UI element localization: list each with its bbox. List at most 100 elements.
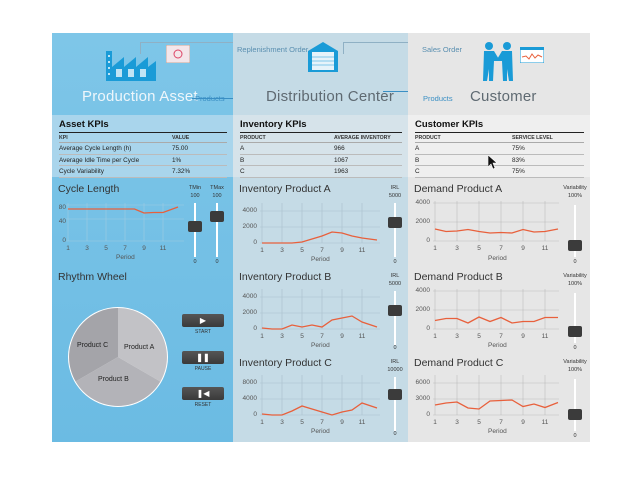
pie-label-product-c: Product C	[77, 342, 109, 349]
inventory-c-chart	[260, 375, 380, 416]
x-tick: 3	[455, 333, 459, 340]
inventory-kpis-title: Inventory KPIs	[240, 119, 402, 133]
demand-product-c-panel: Demand Product C 6000 3000 0 1 3 5 7 9 1…	[408, 353, 590, 442]
irl-c-slider-handle[interactable]	[388, 389, 402, 400]
x-tick: 1	[433, 419, 437, 426]
demand-a-chart	[433, 201, 559, 242]
irl-min: 0	[393, 431, 397, 437]
irl-label: IRL	[390, 359, 400, 365]
supply-chain-dashboard: Production Asset Products Asset KPIs KPI…	[52, 33, 590, 442]
inventory-product-c-panel: Inventory Product C 8000 4000 0 1 3 5 7 …	[233, 353, 408, 442]
irl-b-slider-handle[interactable]	[388, 305, 402, 316]
col-header: AVERAGE INVENTORY	[334, 133, 402, 143]
variability-label: Variability	[563, 185, 587, 191]
inventory-kpis-table: PRODUCT AVERAGE INVENTORY A 966 B 1067 C 196…	[240, 133, 402, 178]
x-tick: 7	[123, 245, 127, 252]
x-axis-label: Period	[488, 428, 507, 435]
variability-a-slider-track[interactable]	[574, 205, 576, 257]
start-button[interactable]: ▶	[182, 314, 224, 327]
irl-a-slider-track[interactable]	[394, 203, 396, 257]
products-flow-label-2: Products	[423, 94, 453, 103]
inventory-value: 1067	[334, 154, 402, 167]
service-level-value: 83%	[512, 154, 584, 167]
x-tick: 5	[300, 247, 304, 254]
production-asset-header: Production Asset Products	[52, 33, 336, 113]
x-tick: 7	[499, 333, 503, 340]
x-tick: 11	[541, 419, 549, 426]
x-tick: 3	[455, 419, 459, 426]
customer-column: Sales Order Customer Products Customer K…	[408, 33, 590, 442]
y-tick: 8000	[242, 379, 257, 386]
y-tick: 0	[426, 325, 430, 332]
x-tick: 5	[477, 245, 481, 252]
play-icon: ▶	[199, 316, 207, 325]
x-tick: 11	[541, 333, 549, 340]
x-tick: 5	[300, 333, 304, 340]
cycle-length-title: Cycle Length	[58, 183, 120, 195]
y-tick: 0	[426, 411, 430, 418]
rhythm-wheel-panel: Rhythm Wheel Product A Product B Product…	[52, 267, 233, 442]
x-tick: 1	[260, 247, 264, 254]
variability-c-slider-handle[interactable]	[568, 409, 582, 420]
x-tick: 5	[104, 245, 108, 252]
pause-button[interactable]: ❚❚	[182, 351, 224, 364]
y-tick: 2000	[242, 309, 257, 316]
variability-a-slider-handle[interactable]	[568, 240, 582, 251]
variability-c-slider-track[interactable]	[574, 379, 576, 431]
x-tick: 9	[521, 419, 525, 426]
tmin-slider-handle[interactable]	[188, 221, 202, 232]
x-axis-label: Period	[116, 254, 135, 261]
y-tick: 2000	[415, 306, 430, 313]
replenishment-order-label: Replenishment Order	[237, 45, 309, 54]
y-tick: 80	[58, 204, 66, 211]
irl-a-slider-handle[interactable]	[388, 217, 402, 228]
tmax-slider-handle[interactable]	[210, 211, 224, 222]
irl-max: 5000	[388, 281, 402, 287]
col-header: PRODUCT	[240, 133, 334, 143]
x-tick: 3	[455, 245, 459, 252]
table-row: B 1067	[240, 154, 402, 167]
product-name: A	[240, 142, 334, 155]
customer-header: Sales Order Customer Products	[408, 33, 590, 113]
variability-label: Variability	[563, 359, 587, 365]
x-tick: 7	[320, 333, 324, 340]
inventory-product-b-panel: Inventory Product B 4000 2000 0 1 3 5 7 …	[233, 267, 408, 353]
table-row: A 966	[240, 142, 402, 155]
y-tick: 0	[253, 411, 257, 418]
rhythm-wheel-pie[interactable]	[66, 306, 170, 408]
irl-max: 10000	[387, 367, 403, 373]
x-tick: 9	[340, 333, 344, 340]
y-tick: 6000	[415, 379, 430, 386]
irl-c-slider-track[interactable]	[394, 377, 396, 431]
y-tick: 0	[426, 237, 430, 244]
y-tick: 40	[58, 218, 66, 225]
irl-max: 5000	[388, 193, 402, 199]
warehouse-icon	[308, 42, 338, 72]
col-header: PRODUCT	[415, 133, 512, 143]
x-tick: 9	[340, 419, 344, 426]
asset-kpis-title: Asset KPIs	[59, 119, 227, 133]
x-axis-label: Period	[488, 342, 507, 349]
x-tick: 9	[142, 245, 146, 252]
variability-b-slider-track[interactable]	[574, 293, 576, 343]
y-tick: 2000	[415, 218, 430, 225]
irl-b-slider-track[interactable]	[394, 291, 396, 345]
factory-icon	[106, 51, 156, 81]
x-tick: 5	[300, 419, 304, 426]
y-tick: 0	[62, 237, 66, 244]
cycle-length-chart	[66, 203, 184, 242]
y-tick: 3000	[415, 395, 430, 402]
x-tick: 1	[433, 333, 437, 340]
inventory-kpis-panel: Inventory KPIs PRODUCT AVERAGE INVENTORY …	[233, 115, 408, 178]
x-tick: 1	[66, 245, 70, 252]
reset-button[interactable]: ❚◀	[182, 387, 224, 400]
tmax-slider-track[interactable]	[216, 203, 218, 257]
x-tick: 3	[85, 245, 89, 252]
x-tick: 7	[499, 245, 503, 252]
distribution-center-column: Replenishment Order Distribution Center …	[233, 33, 493, 442]
variability-b-slider-handle[interactable]	[568, 326, 582, 337]
kpi-value: 7.32%	[172, 165, 227, 178]
demand-a-title: Demand Product A	[414, 183, 503, 195]
x-axis-label: Period	[311, 256, 330, 263]
tmin-min: 0	[193, 259, 197, 265]
